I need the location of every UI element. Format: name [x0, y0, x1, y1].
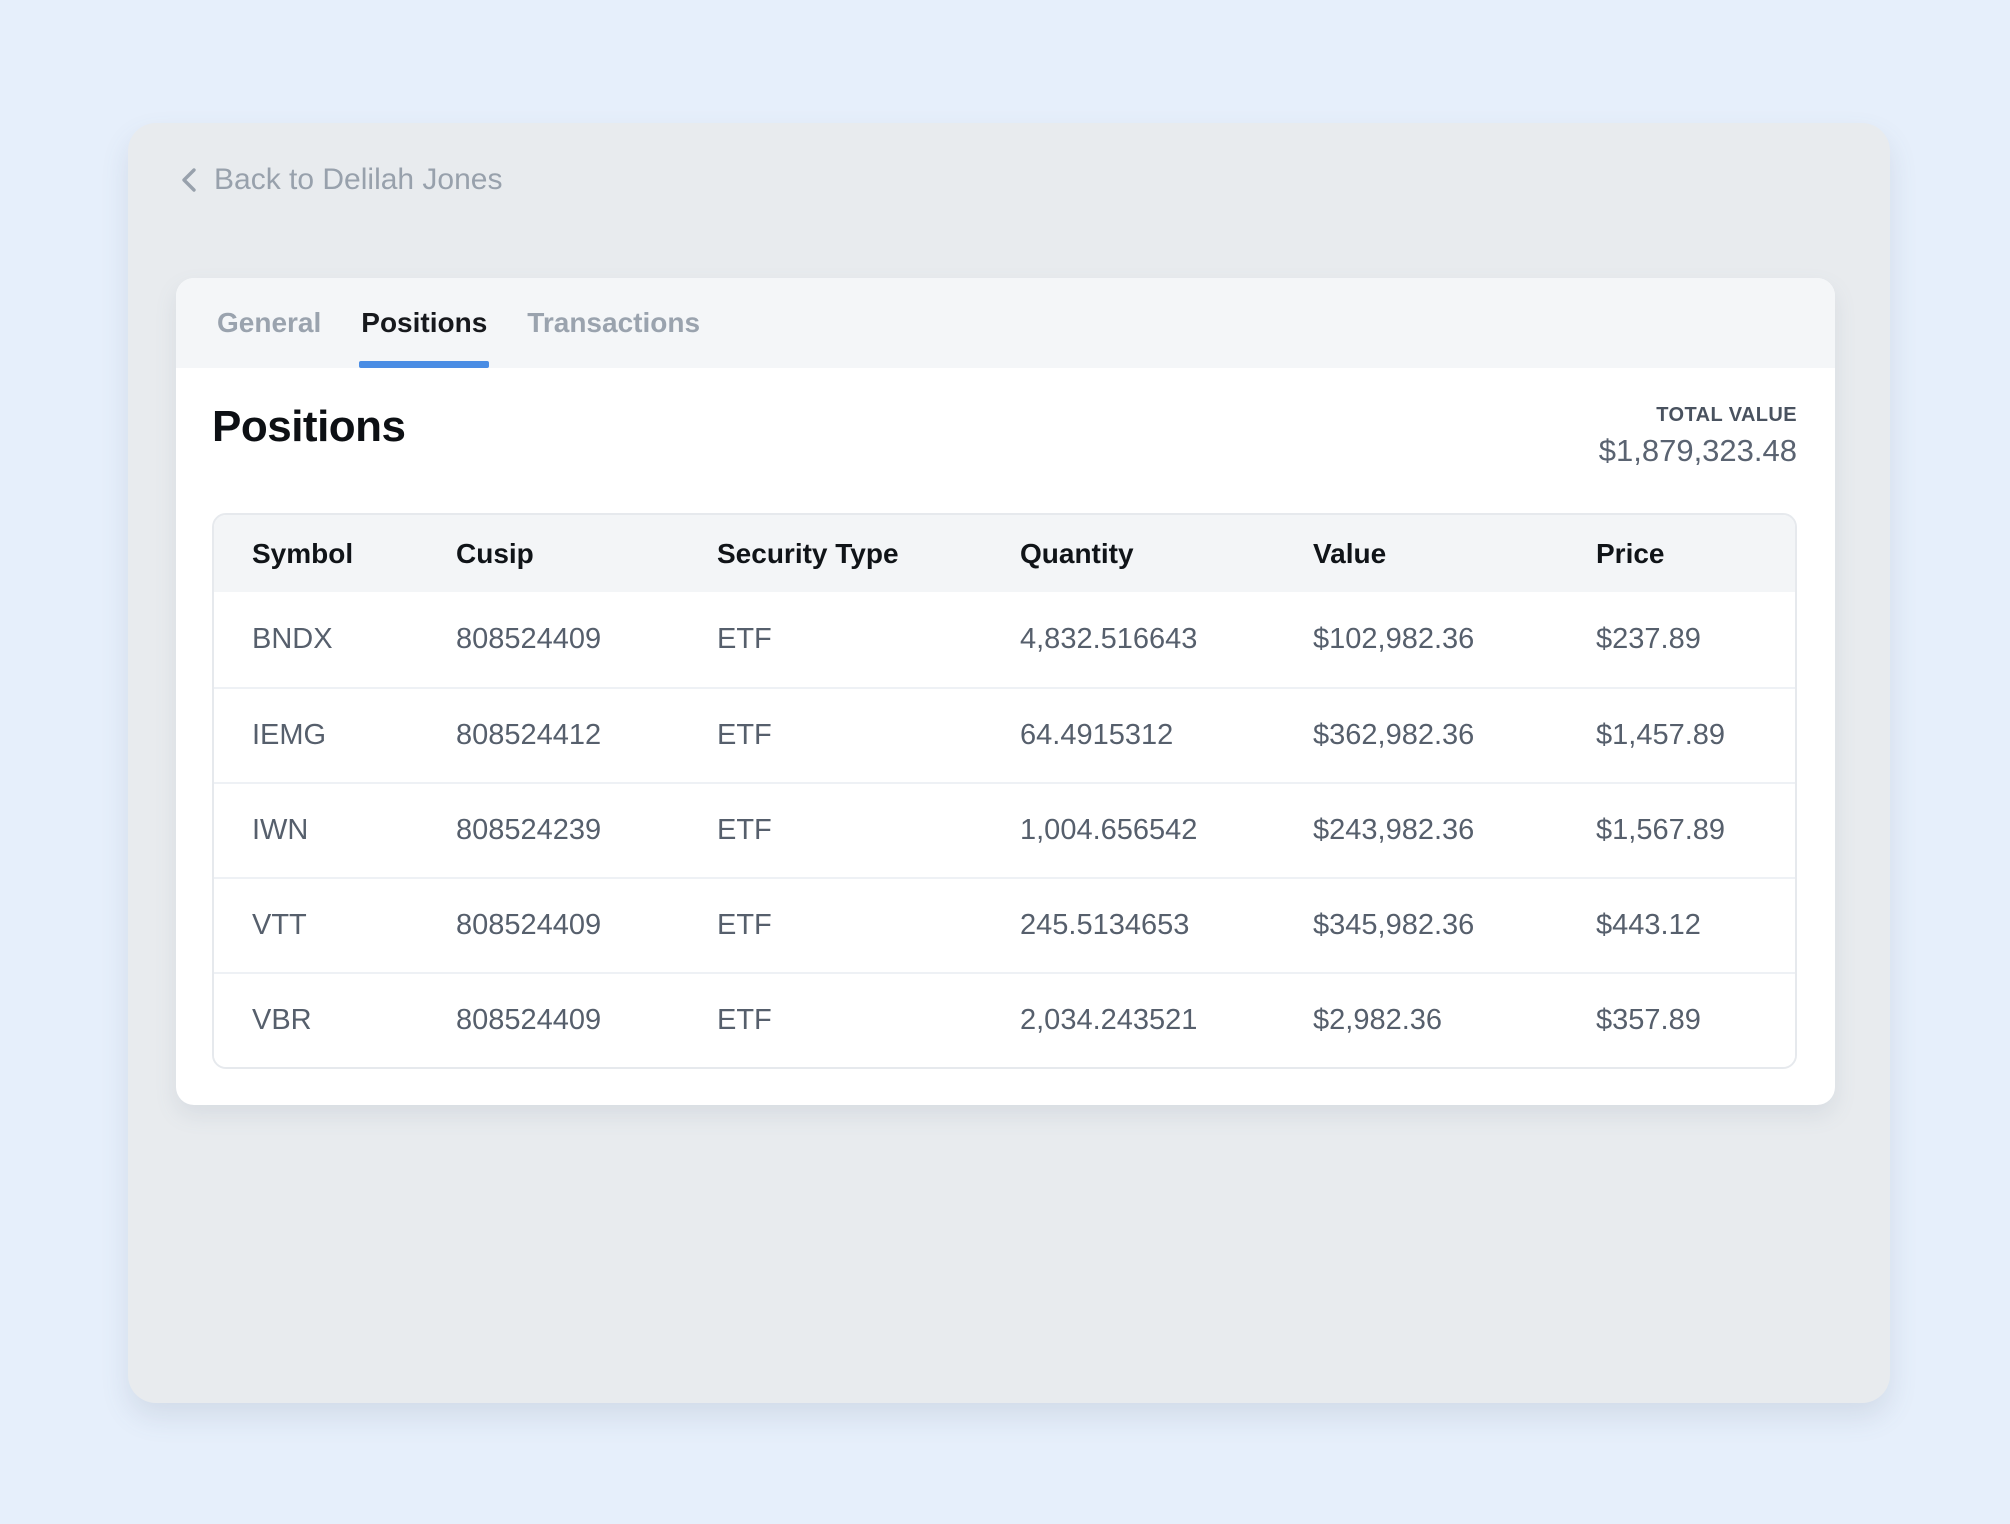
back-link[interactable]: Back to Delilah Jones: [178, 163, 503, 197]
cell-price: $1,567.89: [1596, 814, 1726, 846]
cell-quantity: 1,004.656542: [1020, 814, 1198, 846]
cell-symbol: VTT: [252, 909, 307, 941]
cell-price: $1,457.89: [1596, 719, 1726, 751]
cell-security-type: ETF: [717, 719, 772, 751]
cell-symbol: IWN: [252, 814, 309, 846]
cell-symbol: IEMG: [252, 719, 327, 751]
content-header: Positions TOTAL VALUE $1,879,323.48: [212, 402, 1797, 469]
cell-cusip: 808524409: [456, 909, 602, 941]
cell-cusip: 808524412: [456, 719, 602, 751]
positions-card: General Positions Transactions Positions…: [176, 278, 1835, 1105]
tab-transactions[interactable]: Transactions: [527, 307, 701, 338]
total-value-amount: $1,879,323.48: [1598, 433, 1797, 468]
cell-symbol: BNDX: [252, 623, 333, 655]
column-header-security-type: Security Type: [717, 537, 899, 569]
cell-value: $102,982.36: [1313, 623, 1475, 655]
tab-positions[interactable]: Positions: [359, 278, 490, 368]
cell-cusip: 808524239: [456, 814, 602, 846]
column-header-price: Price: [1596, 537, 1665, 569]
tab-bar: General Positions Transactions: [176, 278, 1835, 368]
cell-price: $443.12: [1596, 909, 1701, 941]
cell-cusip: 808524409: [456, 623, 602, 655]
cell-quantity: 2,034.243521: [1020, 1004, 1198, 1036]
cell-value: $345,982.36: [1313, 909, 1475, 941]
table-row: BNDX 808524409 ETF 4,832.516643 $102,982.36 $…: [214, 592, 1795, 687]
cell-quantity: 245.5134653: [1020, 909, 1190, 941]
positions-content: Positions TOTAL VALUE $1,879,323.48 Symb…: [176, 368, 1835, 1105]
cell-price: $357.89: [1596, 1004, 1701, 1036]
chevron-left-icon: [178, 163, 200, 197]
column-header-value: Value: [1313, 537, 1387, 569]
cell-value: $243,982.36: [1313, 814, 1475, 846]
total-value-label: TOTAL VALUE: [1656, 404, 1797, 426]
table-row: IEMG 808524412 ETF 64.4915312 $362,982.36 $1,…: [214, 687, 1795, 782]
cell-cusip: 808524409: [456, 1004, 602, 1036]
cell-security-type: ETF: [717, 623, 772, 655]
cell-security-type: ETF: [717, 814, 772, 846]
column-header-symbol: Symbol: [252, 537, 354, 569]
cell-value: $2,982.36: [1313, 1004, 1443, 1036]
cell-quantity: 64.4915312: [1020, 719, 1174, 751]
back-link-label: Back to Delilah Jones: [214, 163, 503, 196]
table-row: VTT 808524409 ETF 245.5134653 $345,982.36 $44…: [214, 877, 1795, 972]
cell-value: $362,982.36: [1313, 719, 1475, 751]
table-row: VBR 808524409 ETF 2,034.243521 $2,982.36 $357…: [214, 972, 1795, 1067]
tab-general[interactable]: General: [217, 307, 322, 338]
cell-quantity: 4,832.516643: [1020, 623, 1198, 655]
page-title: Positions: [212, 402, 406, 451]
total-value-block: TOTAL VALUE $1,879,323.48: [1599, 404, 1797, 469]
table-header-row: Symbol Cusip Security Type Quantity Valu…: [214, 515, 1795, 592]
cell-security-type: ETF: [717, 909, 772, 941]
cell-price: $237.89: [1596, 623, 1701, 655]
positions-table: Symbol Cusip Security Type Quantity Valu…: [212, 513, 1797, 1069]
column-header-quantity: Quantity: [1020, 537, 1134, 569]
column-header-cusip: Cusip: [456, 537, 534, 569]
cell-symbol: VBR: [252, 1004, 312, 1036]
table-body: BNDX 808524409 ETF 4,832.516643 $102,982.36 $…: [214, 592, 1795, 1067]
client-detail-panel: Back to Delilah Jones General Positions …: [128, 123, 1890, 1403]
table-row: IWN 808524239 ETF 1,004.656542 $243,982.36 $1…: [214, 782, 1795, 877]
cell-security-type: ETF: [717, 1004, 772, 1036]
